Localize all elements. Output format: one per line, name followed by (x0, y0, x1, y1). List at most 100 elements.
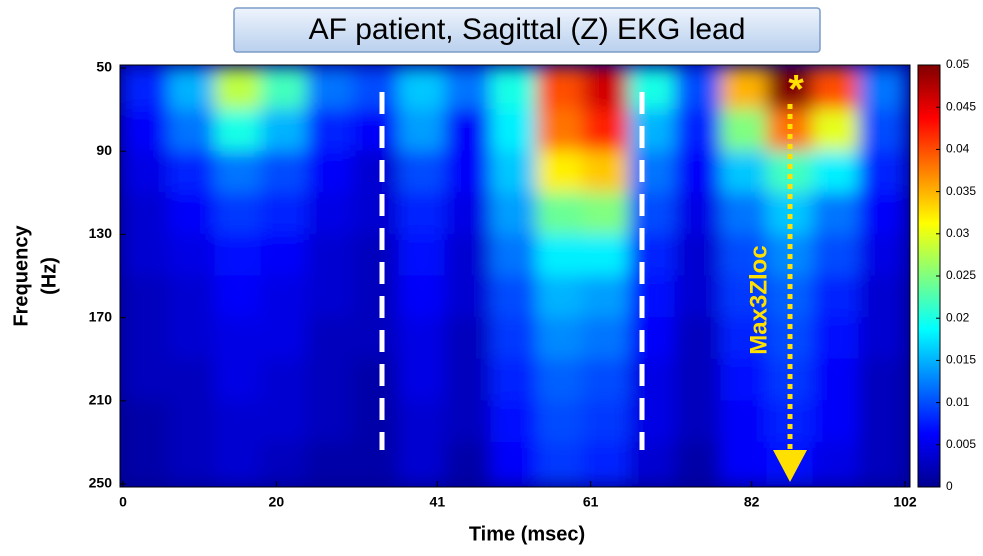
heatmap-cell (536, 109, 584, 152)
colorbar-tick-label: 0.01 (946, 395, 970, 409)
heatmap-cell (398, 275, 446, 319)
heatmap-cell (214, 441, 262, 485)
heatmap-cell (444, 317, 492, 360)
heatmap-cell (628, 109, 676, 152)
colorbar-tick-label: 0.05 (946, 57, 970, 71)
heatmap-cell (628, 358, 676, 402)
heatmap-cell (260, 400, 308, 443)
y-tick-label: 50 (96, 59, 112, 75)
heatmap-cell (674, 400, 722, 443)
heatmap-cell (168, 400, 216, 443)
heatmap-cell (260, 67, 308, 111)
heatmap-cell (168, 233, 216, 277)
heatmap-cell (674, 192, 722, 235)
heatmap-cell (214, 150, 262, 194)
heatmap-cell (444, 358, 492, 402)
heatmap-cell (582, 441, 630, 485)
heatmap-cell (398, 233, 446, 277)
y-tick-label: 90 (96, 142, 112, 158)
heatmap-cell (260, 441, 308, 485)
colorbar-tick-label: 0.035 (946, 184, 976, 198)
heatmap-cell (628, 441, 676, 485)
heatmap-cell (398, 317, 446, 360)
colorbar-tick-label: 0.045 (946, 99, 976, 113)
heatmap-cell (720, 109, 768, 152)
heatmap-cell (628, 192, 676, 235)
heatmap-cell (122, 400, 170, 443)
plot-frame (119, 64, 911, 488)
y-axis-label: (Hz) (38, 257, 60, 295)
colorbar-tick-label: 0 (946, 479, 953, 493)
heatmap-cell (812, 400, 860, 443)
heatmap-cell (812, 358, 860, 402)
heatmap-cell (858, 150, 906, 194)
heatmap-cell (858, 67, 906, 111)
heatmap-cell (352, 358, 400, 402)
heatmap-cell (122, 317, 170, 360)
heatmap-cell (628, 67, 676, 111)
heatmap-cell (812, 275, 860, 319)
star-annotation: * (788, 68, 804, 112)
heatmap-cell (260, 317, 308, 360)
heatmap-cell (720, 400, 768, 443)
heatmap-cell (674, 441, 722, 485)
x-tick-label: 41 (430, 494, 446, 510)
heatmap-cell (490, 317, 538, 360)
heatmap-cell (812, 233, 860, 277)
heatmap-cell (582, 400, 630, 443)
heatmap-cell (812, 192, 860, 235)
heatmap-cell (858, 317, 906, 360)
heatmap-cell (628, 275, 676, 319)
heatmap-cell (444, 109, 492, 152)
heatmap-cell (628, 233, 676, 277)
heatmap-cell (720, 441, 768, 485)
heatmap-cell (582, 233, 630, 277)
arrow-head (773, 450, 807, 482)
heatmap-cell (628, 150, 676, 194)
heatmap-cell (536, 441, 584, 485)
y-axis-label: Frequency (10, 225, 32, 327)
chart-title: AF patient, Sagittal (Z) EKG lead (309, 13, 746, 46)
heatmap-cell (168, 150, 216, 194)
heatmap-cell (214, 109, 262, 152)
heatmap-cell (214, 192, 262, 235)
heatmap-cell (352, 109, 400, 152)
title-box (233, 7, 821, 53)
heatmap-cell (398, 109, 446, 152)
heatmap-cell (444, 233, 492, 277)
heatmap-cell (490, 275, 538, 319)
heatmap-cell (168, 317, 216, 360)
heatmap-cell (306, 233, 354, 277)
heatmap-cell (352, 441, 400, 485)
heatmap-cell (720, 150, 768, 194)
y-tick-label: 250 (89, 475, 113, 491)
heatmap-cell (674, 150, 722, 194)
heatmap-cell (490, 400, 538, 443)
heatmap-cell (812, 109, 860, 152)
heatmap-cell (260, 192, 308, 235)
heatmap-cell (306, 441, 354, 485)
heatmap-cell (858, 233, 906, 277)
heatmap-cell (214, 275, 262, 319)
heatmap-cell (536, 400, 584, 443)
heatmap-cell (398, 192, 446, 235)
heatmap-cell (122, 67, 170, 111)
heatmap-cell (858, 192, 906, 235)
heatmap-cell (306, 109, 354, 152)
colorbar-tick-label: 0.015 (946, 353, 976, 367)
x-tick-label: 0 (119, 494, 127, 510)
x-tick-label: 61 (583, 494, 599, 510)
heatmap-cell (858, 441, 906, 485)
heatmap-cell (858, 275, 906, 319)
heatmap-cell (168, 109, 216, 152)
heatmap-cell (720, 192, 768, 235)
heatmap-cell (490, 67, 538, 111)
heatmap-cell (398, 441, 446, 485)
heatmap-cell (444, 275, 492, 319)
heatmap-cell (352, 150, 400, 194)
heatmap-cell (812, 150, 860, 194)
heatmap-cell (122, 441, 170, 485)
heatmap-cell (306, 400, 354, 443)
heatmap-cell (444, 150, 492, 194)
heatmap-cell (398, 358, 446, 402)
